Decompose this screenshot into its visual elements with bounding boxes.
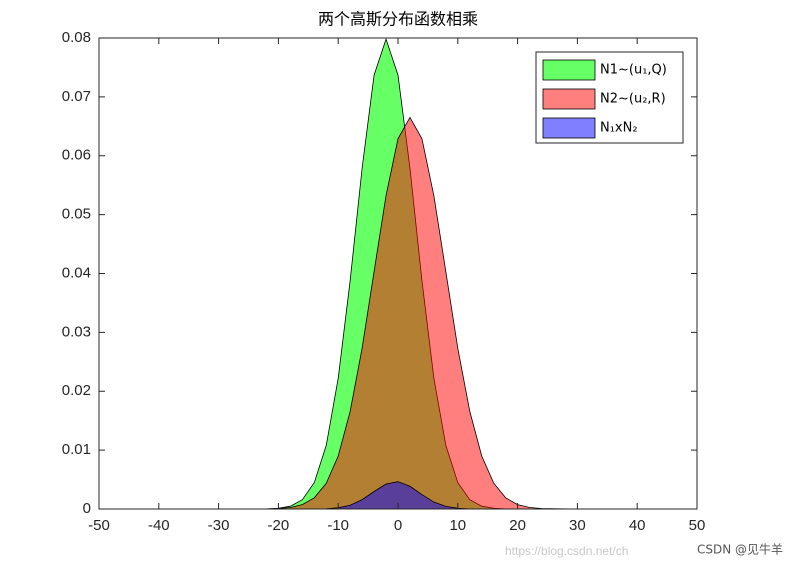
x-tick-label: 40: [629, 517, 646, 534]
legend-swatch: [542, 117, 596, 139]
y-tick-label: 0.06: [62, 147, 91, 164]
legend-label: N₁xN₂: [600, 121, 638, 136]
y-tick-label: 0.04: [62, 264, 91, 281]
chart-title: 两个高斯分布函数相乘: [318, 10, 478, 29]
x-tick-label: 20: [509, 517, 526, 534]
legend-swatch: [542, 88, 596, 110]
x-tick-label: 0: [394, 517, 402, 534]
x-tick-label: 50: [689, 517, 706, 534]
y-tick-label: 0.08: [62, 29, 91, 46]
legend-swatch: [542, 59, 596, 81]
legend-label: N2~(u₂,R): [600, 92, 666, 107]
x-tick-label: -50: [88, 517, 110, 534]
x-tick-label: -20: [268, 517, 290, 534]
legend-label: N1~(u₁,Q): [600, 63, 667, 78]
watermark-author: CSDN @见牛羊: [697, 542, 783, 557]
x-tick-label: -40: [148, 517, 170, 534]
y-tick-label: 0: [83, 500, 91, 517]
x-tick-label: -10: [327, 517, 349, 534]
x-tick-label: 30: [569, 517, 586, 534]
x-tick-label: -30: [208, 517, 230, 534]
y-tick-label: 0.01: [62, 441, 91, 458]
y-tick-label: 0.05: [62, 206, 91, 223]
area: [99, 116, 697, 510]
y-tick-label: 0.07: [62, 88, 91, 105]
watermark-url: https://blog.csdn.net/ch: [505, 544, 628, 558]
y-tick-label: 0.03: [62, 323, 91, 340]
x-tick-label: 10: [449, 517, 466, 534]
y-tick-label: 0.02: [62, 382, 91, 399]
